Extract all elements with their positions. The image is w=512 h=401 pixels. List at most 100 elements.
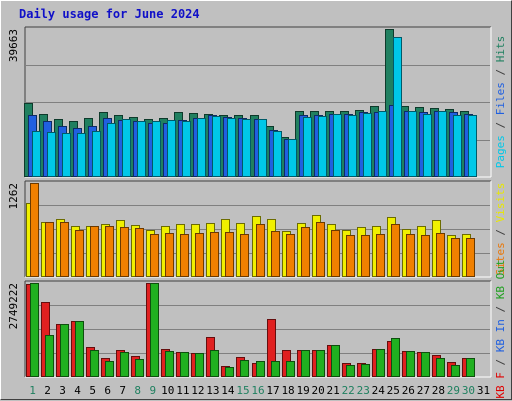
- bar-top-pages-day-6: [107, 123, 116, 177]
- x-tick-label-day-28: 28: [432, 384, 445, 397]
- bar-top-pages-day-26: [408, 111, 417, 177]
- x-tick-label-day-5: 5: [89, 384, 96, 397]
- x-tick-label-day-31: 31: [477, 384, 490, 397]
- x-tick-label-day-26: 26: [402, 384, 415, 397]
- bar-top-pages-day-18: [288, 139, 297, 177]
- x-tick-label-day-13: 13: [206, 384, 219, 397]
- bar-bottom-kb-out-day-22: [346, 365, 355, 377]
- x-tick-label-day-30: 30: [462, 384, 475, 397]
- x-tick-label-day-23: 23: [357, 384, 370, 397]
- bar-middle-sites-day-5: [90, 226, 99, 277]
- bar-top-pages-day-21: [333, 114, 342, 177]
- bar-bottom-kb-out-day-5: [90, 350, 99, 377]
- bar-bottom-kb-out-day-6: [105, 361, 114, 377]
- chart-title: Daily usage for June 2024: [19, 7, 200, 21]
- bar-bottom-kb-out-day-18: [286, 361, 295, 377]
- bar-bottom-kb-out-day-21: [331, 345, 340, 377]
- bar-top-pages-day-2: [47, 132, 56, 177]
- x-tick-label-day-21: 21: [327, 384, 340, 397]
- bar-middle-sites-day-12: [195, 233, 204, 277]
- x-tick-label-day-15: 15: [236, 384, 249, 397]
- x-tick-label-day-2: 2: [44, 384, 51, 397]
- legend-item-pages: Pages: [494, 135, 507, 168]
- x-tick-label-day-9: 9: [149, 384, 156, 397]
- bar-bottom-kb-out-day-29: [451, 365, 460, 377]
- bar-middle-sites-day-10: [165, 233, 174, 277]
- bar-bottom-kb-out-day-10: [165, 351, 174, 377]
- bar-top-pages-day-8: [137, 121, 146, 177]
- legend-item-hits: Hits: [494, 36, 507, 63]
- bar-bottom-kb-out-day-23: [361, 364, 370, 377]
- bar-bottom-kb-out-day-11: [180, 352, 189, 377]
- bar-middle-sites-day-18: [286, 234, 295, 277]
- bar-top-pages-day-15: [242, 119, 251, 177]
- bar-middle-sites-day-21: [331, 230, 340, 277]
- bar-middle-sites-day-30: [466, 238, 475, 277]
- bar-middle-sites-day-25: [391, 224, 400, 277]
- bar-middle-sites-day-7: [120, 227, 129, 277]
- x-tick-label-day-19: 19: [296, 384, 309, 397]
- bar-top-pages-day-23: [363, 113, 372, 177]
- x-tick-label-day-22: 22: [342, 384, 355, 397]
- x-tick-label-day-10: 10: [161, 384, 174, 397]
- x-tick-label-day-4: 4: [74, 384, 81, 397]
- bar-top-pages-day-30: [468, 115, 477, 177]
- bar-middle-sites-day-13: [210, 232, 219, 277]
- bar-middle-sites-day-29: [451, 238, 460, 277]
- bar-middle-sites-day-23: [361, 235, 370, 277]
- panel-top: 39663 Pages / Files / Hits: [7, 26, 507, 178]
- bar-top-pages-day-5: [92, 131, 101, 177]
- x-tick-label-day-1: 1: [29, 384, 36, 397]
- bar-middle-sites-day-22: [346, 235, 355, 277]
- bar-bottom-kb-out-day-25: [391, 338, 400, 377]
- legend-item-kb-in: KB In: [494, 319, 507, 352]
- bar-middle-sites-day-20: [316, 222, 325, 277]
- x-tick-label-day-8: 8: [134, 384, 141, 397]
- bar-top-pages-day-20: [318, 116, 327, 177]
- bar-bottom-kb-out-day-8: [135, 359, 144, 377]
- bar-bottom-kb-out-day-26: [406, 351, 415, 377]
- legend-separator: /: [494, 62, 507, 82]
- bar-bottom-kb-out-day-13: [210, 350, 219, 377]
- x-tick-label-day-14: 14: [221, 384, 235, 397]
- bar-middle-sites-day-14: [225, 232, 234, 277]
- bar-bottom-kb-out-day-3: [60, 324, 69, 377]
- bar-middle-sites-day-19: [301, 227, 310, 277]
- bar-bottom-kb-out-day-24: [376, 349, 385, 377]
- bar-middle-sites-day-15: [240, 234, 249, 277]
- x-tick-label-day-16: 16: [251, 384, 264, 397]
- legend-item-kb-out: KB Out: [494, 259, 507, 299]
- y-max-label-middle: 1262: [7, 183, 20, 210]
- x-tick-label-day-12: 12: [191, 384, 204, 397]
- bar-bottom-kb-out-day-15: [240, 360, 249, 377]
- bar-middle-sites-day-2: [45, 222, 54, 277]
- legend-top: Pages / Files / Hits: [494, 36, 507, 169]
- legend-bottom: KB F / KB In / KB Out: [494, 259, 507, 398]
- panel-middle: 1262 Sites / Visits: [7, 180, 507, 278]
- bar-middle-sites-day-4: [75, 230, 84, 277]
- bar-bottom-kb-out-day-4: [75, 321, 84, 377]
- bar-top-pages-day-24: [378, 111, 387, 177]
- bar-bottom-kb-out-day-14: [225, 367, 234, 377]
- x-tick-label-day-6: 6: [104, 384, 111, 397]
- legend-item-sites: Sites: [494, 242, 507, 275]
- bar-top-pages-day-3: [62, 133, 71, 177]
- bar-top-pages-day-17: [273, 131, 282, 177]
- bar-top-pages-day-7: [122, 119, 131, 177]
- x-tick-label-day-20: 20: [312, 384, 325, 397]
- bar-top-pages-day-29: [453, 115, 462, 177]
- bar-middle-sites-day-11: [180, 234, 189, 277]
- bar-middle-sites-day-3: [60, 222, 69, 277]
- y-max-label-top: 39663: [7, 29, 20, 62]
- bar-bottom-kb-out-day-19: [301, 350, 310, 377]
- x-tick-label-day-29: 29: [447, 384, 460, 397]
- bar-middle-sites-day-27: [421, 235, 430, 277]
- bar-top-pages-day-4: [77, 133, 86, 177]
- x-tick-label-day-24: 24: [372, 384, 386, 397]
- bar-bottom-kb-out-day-17: [271, 361, 280, 377]
- bar-middle-sites-day-28: [436, 233, 445, 277]
- bar-middle-sites-day-1: [30, 183, 39, 277]
- bar-middle-sites-day-9: [150, 234, 159, 277]
